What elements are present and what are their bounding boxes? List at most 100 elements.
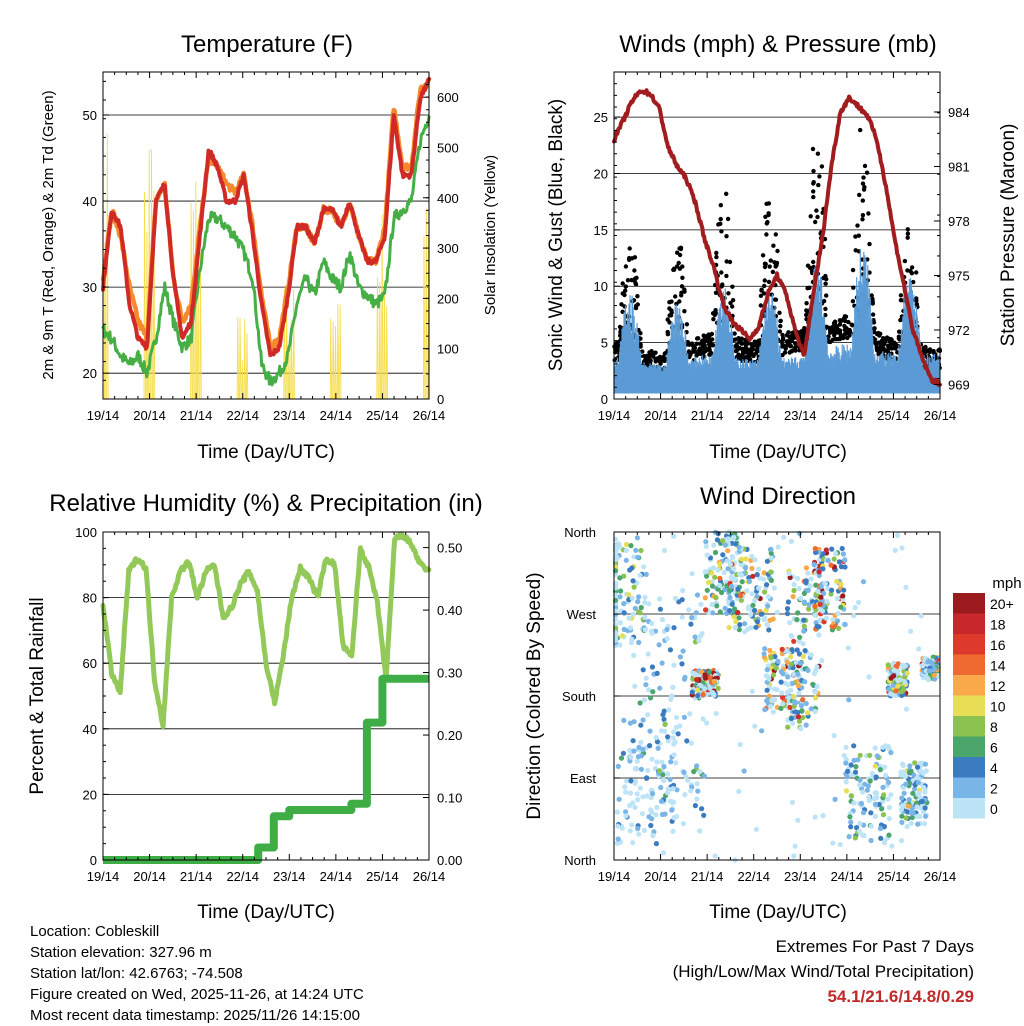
direction-point [644, 793, 651, 799]
gust-point [763, 214, 768, 219]
direction-point [727, 608, 733, 614]
gust-point [718, 216, 723, 222]
gust-point [823, 281, 828, 286]
station-info: Location: Cobleskill Station elevation: … [30, 921, 364, 1026]
direction-point [621, 601, 627, 607]
direction-point [712, 853, 718, 859]
solar-insolation-line [239, 318, 242, 400]
y-tick-label: 15 [594, 223, 608, 238]
solar-insolation-line [332, 321, 335, 400]
direction-point [766, 627, 772, 633]
direction-point [832, 550, 839, 557]
direction-point [638, 547, 644, 554]
direction-point [681, 769, 687, 776]
gust-point [823, 273, 828, 279]
direction-point [791, 581, 797, 588]
direction-point [813, 549, 819, 556]
direction-point [911, 772, 917, 778]
direction-point [830, 840, 836, 846]
direction-point [820, 566, 826, 572]
gust-point [724, 234, 729, 239]
direction-point [906, 797, 912, 803]
gust-point [719, 229, 724, 234]
gust-point [638, 331, 643, 336]
y2-tick-label: 969 [948, 377, 970, 392]
direction-point [772, 654, 778, 660]
direction-point [791, 671, 797, 678]
x-tick-label: 19/14 [598, 408, 631, 423]
gust-point [632, 255, 638, 260]
direction-point [736, 544, 742, 550]
direction-point [880, 812, 887, 818]
gust-point [841, 316, 847, 321]
direction-point [822, 581, 829, 587]
direction-point [693, 610, 699, 616]
gust-point [764, 221, 769, 226]
direction-point [689, 571, 695, 577]
direction-point [814, 683, 820, 690]
direction-point [779, 646, 785, 653]
gust-point [778, 318, 783, 324]
direction-point [786, 570, 792, 577]
gust-point [837, 322, 843, 327]
direction-point [639, 811, 646, 817]
direction-point [631, 584, 637, 590]
direction-point [712, 574, 718, 580]
direction-point [798, 703, 805, 709]
direction-point [733, 541, 739, 547]
direction-point [828, 562, 834, 568]
created-text: Figure created on Wed, 2025-11-26, at 14… [30, 986, 364, 1003]
gust-point [701, 350, 706, 355]
direction-point [736, 615, 742, 621]
direction-point [624, 778, 630, 784]
direction-point [704, 552, 710, 558]
direction-point [686, 607, 692, 613]
precipitation-line [103, 674, 429, 864]
direction-point [654, 739, 661, 745]
direction-point [658, 784, 664, 791]
elevation-text: Station elevation: 327.96 m [30, 944, 212, 961]
direction-point [784, 606, 791, 612]
direction-point [877, 825, 884, 832]
direction-point [638, 722, 644, 728]
gust-point [857, 192, 862, 198]
gust-point [927, 349, 932, 355]
direction-point [638, 605, 644, 611]
latlon-text: Station lat/lon: 42.6763; -74.508 [30, 965, 243, 982]
gust-point [804, 301, 809, 306]
humidity-xlabel: Time (Day/UTC) [197, 902, 335, 923]
direction-point [873, 790, 880, 796]
direction-point [788, 715, 795, 722]
direction-point [631, 554, 637, 560]
direction-title: Wind Direction [700, 483, 856, 510]
direction-point [831, 556, 837, 562]
direction-point [749, 688, 755, 694]
y-tick-label: 60 [83, 656, 97, 671]
direction-point [717, 609, 723, 615]
legend-label: 0 [990, 801, 998, 817]
direction-point [888, 691, 894, 697]
direction-point [735, 609, 741, 616]
direction-point [681, 714, 688, 720]
direction-point [803, 722, 809, 728]
direction-point [854, 825, 860, 831]
direction-point [801, 623, 807, 629]
y-tick-label: 40 [83, 194, 97, 209]
direction-point [881, 823, 888, 830]
direction-point [632, 683, 638, 689]
gust-point [851, 285, 856, 290]
direction-point [852, 835, 859, 841]
direction-point [879, 806, 885, 812]
gust-point [850, 267, 856, 273]
direction-point [882, 764, 888, 770]
direction-point [768, 569, 774, 575]
temperature-ylabel-right: Solar Insolation (Yellow) [482, 155, 499, 315]
gust-point [667, 306, 672, 311]
gust-point [912, 297, 917, 303]
x-tick-label: 21/14 [691, 869, 724, 884]
direction-point [633, 547, 639, 553]
direction-point [762, 646, 768, 652]
direction-point [656, 642, 662, 648]
direction-point [800, 641, 806, 647]
direction-point [642, 600, 648, 606]
